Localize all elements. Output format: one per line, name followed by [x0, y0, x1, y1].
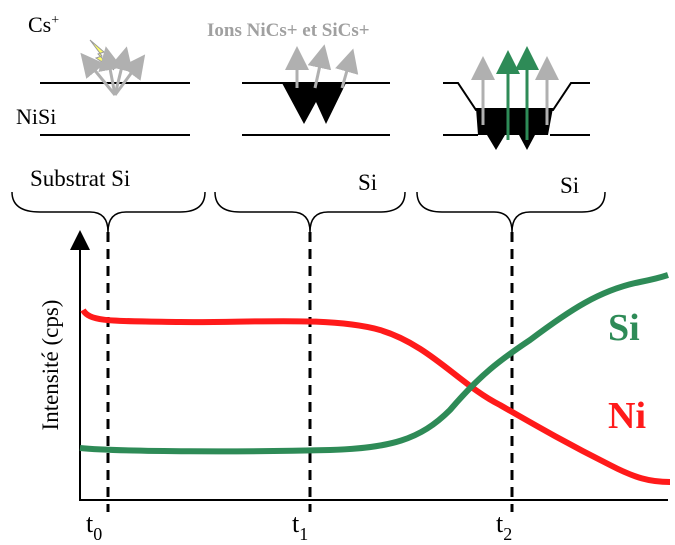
ni-curve	[80, 308, 671, 485]
time-markers	[106, 232, 514, 512]
ions-label: Ions NiCs+ et SiCs+	[207, 20, 370, 41]
time-label: t0	[86, 509, 102, 544]
curve-label: Si	[608, 307, 640, 349]
stage-label: Si	[560, 173, 579, 198]
ion-arrows	[80, 46, 146, 96]
panel-1	[40, 82, 190, 136]
crater	[282, 83, 346, 124]
ion-arrows	[471, 46, 559, 140]
time-label: t2	[496, 509, 512, 544]
curve-label: Ni	[608, 395, 646, 437]
stage-label: Substrat Si	[30, 166, 130, 191]
layer-label: NiSi	[16, 104, 56, 129]
braces	[11, 191, 606, 233]
time-label: t1	[292, 509, 308, 544]
stage-label: Si	[358, 170, 377, 195]
crater	[476, 108, 553, 150]
si-curve	[79, 272, 669, 455]
y-axis-label: Intensité (cps)	[38, 300, 63, 431]
axes	[70, 230, 668, 501]
ion-arrows	[285, 44, 359, 89]
beam-label: Cs+	[28, 12, 59, 37]
